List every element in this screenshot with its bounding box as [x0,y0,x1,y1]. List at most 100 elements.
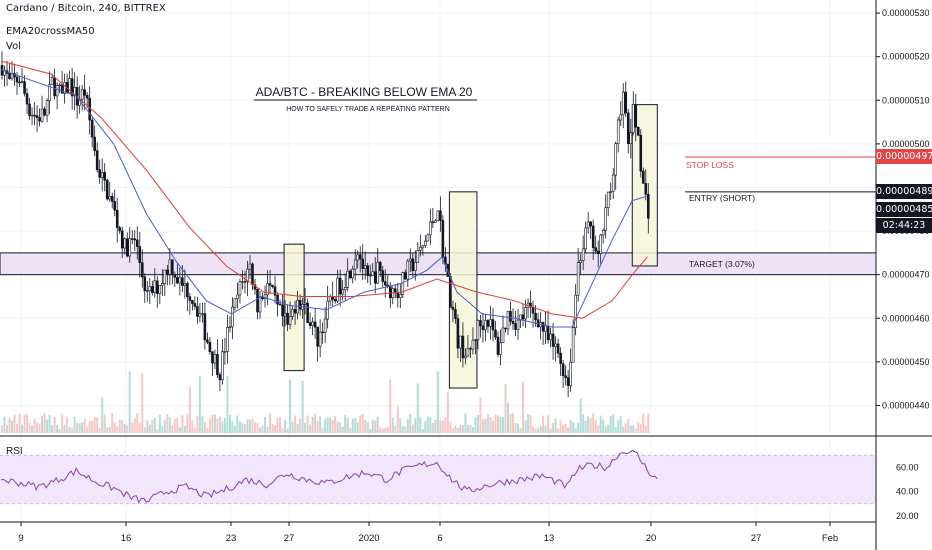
price-tick-label: 0.00000470 [882,270,930,280]
volume-bar [266,427,269,433]
volume-bar [366,421,369,433]
volume-bar [86,426,89,433]
candle-body [626,112,630,144]
candle-body [489,319,492,327]
volume-bar [381,428,384,433]
volume-bar [589,418,592,433]
volume-bar [406,418,409,433]
volume-bar [103,414,106,433]
volume-bar [76,422,79,433]
candle-body [541,322,545,332]
candle-body [366,265,370,276]
candle-body [351,268,355,279]
volume-bar [356,422,359,433]
candle-body [201,313,204,315]
candle-body [491,319,495,331]
volume-bar [439,420,442,433]
candle-body [348,270,352,279]
candle-body [53,77,56,97]
volume-bar [469,425,472,433]
candle-body [108,196,112,200]
volume-bar [131,422,134,433]
volume-bar [138,423,141,433]
volume-bar [93,416,96,433]
candle-body [171,259,174,276]
volume-bar [369,428,372,433]
volume-bar [126,425,129,433]
volume-bar [504,383,507,433]
volume-bar [228,415,231,433]
time-tick-label: 27 [284,533,295,544]
volume-bar [11,420,14,433]
candle-body [140,262,144,278]
candle-body [363,265,367,270]
candle-body [248,263,252,270]
rsi-label: RSI [6,446,23,457]
volume-bar [484,418,487,433]
volume-bar [637,422,640,433]
candle-body [559,352,562,364]
volume-label[interactable]: Vol [6,41,21,52]
candle-body [396,291,400,298]
price-tick-label: 0.00000450 [882,357,930,367]
candle-body [634,104,638,128]
last-price-tag: 0.00000485 [876,201,932,217]
volume-bar [517,423,520,433]
candle-body [231,306,234,328]
candle-body [33,114,36,117]
volume-bar [188,386,191,433]
candle-body [50,77,54,86]
candle-body [321,331,324,334]
candle-body [454,309,457,319]
volume-bar [71,428,74,433]
volume-bar [642,413,645,433]
volume-bar [136,413,139,433]
candle-body [414,262,417,271]
candle-body [283,312,287,317]
volume-bar [66,416,69,433]
indicator-label[interactable]: EMA20crossMA50 [6,26,95,37]
candle-body [336,277,339,302]
candle-body [100,172,104,178]
candle-body [586,221,590,229]
volume-bar [216,418,219,433]
volume-bar [584,421,587,433]
volume-bar [193,428,196,433]
time-tick-label: 9 [18,533,23,544]
volume-bar [91,420,94,433]
volume-bar [554,418,557,433]
candle-body [90,119,94,138]
volume-bar [223,418,226,433]
symbol-title: Cardano / Bitcoin, 240, BITTREX [6,3,166,14]
candle-body [186,283,189,298]
volume-bar [38,423,41,433]
candle-body [644,183,648,195]
volume-bar [251,418,254,433]
stop-loss-label: STOP LOSS [686,160,734,170]
volume-bar [56,425,59,433]
volume-bar [491,420,494,433]
candle-body [221,351,224,381]
candle-body [341,289,344,295]
volume-bar [396,405,399,433]
volume-bar [213,414,216,433]
volume-bar [23,414,26,433]
candle-body [58,84,61,87]
volume-bar [123,423,126,433]
volume-bar [519,428,522,433]
volume-bar [176,417,179,433]
volume-bar [572,422,575,433]
volume-bar [183,425,186,433]
candle-body [288,316,292,325]
volume-bar [299,418,302,433]
candle-body [193,303,197,307]
candle-body [135,239,139,247]
entry-price-tag: 0.00000489 [876,184,932,200]
candle-body [544,325,547,332]
candle-body [639,134,643,172]
volume-bar [28,423,31,433]
volume-bar [507,402,510,433]
volume-bar [404,426,407,433]
candle-body [236,294,239,300]
